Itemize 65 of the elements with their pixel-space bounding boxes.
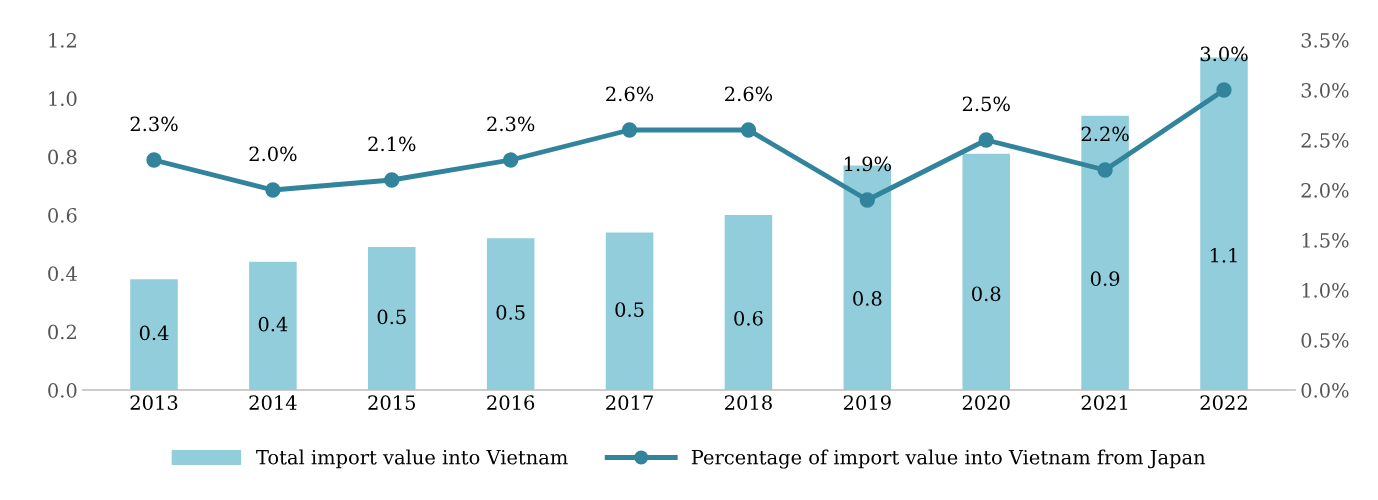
data-label: 1.9% [845, 156, 891, 172]
x-tick-label: 2021 [1081, 395, 1128, 410]
data-label: 0.4 [139, 325, 169, 341]
x-tick-label: 2013 [130, 395, 178, 410]
point [621, 122, 638, 138]
bar [486, 238, 535, 390]
x-tick-label: 2016 [487, 395, 535, 410]
point [740, 122, 757, 138]
bar [249, 261, 297, 390]
bar [724, 215, 773, 390]
data-label: 0.6 [734, 310, 763, 326]
data-label: 2.2% [1081, 126, 1129, 142]
data-label: 0.5 [496, 305, 525, 320]
x-tick-label: 2014 [249, 395, 297, 410]
data-label: 2.5% [962, 96, 1010, 112]
y-tick-label: 0.4 [48, 266, 77, 281]
x-tick-label: 2015 [368, 395, 416, 410]
data-label: 0.5 [377, 309, 406, 325]
y2-tick-label: 1.0% [1302, 282, 1349, 298]
data-label: 0.5 [615, 302, 644, 317]
bar [1081, 115, 1129, 390]
bar [605, 232, 654, 390]
data-label: 0.8 [853, 291, 882, 306]
x-tick-label: 2022 [1200, 395, 1247, 410]
y-tick-label: 0.0 [48, 382, 77, 398]
bar [368, 247, 416, 390]
y2-tick-label: 0.0% [1301, 382, 1349, 398]
data-label: 0.9 [1090, 271, 1120, 286]
data-label: 2.1% [368, 136, 416, 152]
x-tick-label: 2019 [843, 395, 891, 410]
x-tick-label: 2017 [606, 395, 653, 410]
x-tick-label: 2020 [962, 395, 1010, 410]
data-label: 2.0% [249, 146, 297, 162]
legend-label: Total import value into Vietnam [256, 449, 568, 469]
y-tick-label: 0.8 [48, 149, 77, 165]
y2-tick-label: 2.0% [1301, 182, 1349, 198]
y-tick-label: 0.2 [48, 324, 76, 340]
y2-tick-label: 3.0% [1301, 82, 1349, 98]
y2-tick-label: 0.5% [1301, 332, 1349, 348]
x-tick-label: 2018 [725, 395, 772, 410]
data-label: 3.0% [1200, 46, 1248, 62]
point [146, 152, 162, 168]
data-label: 2.6% [606, 86, 654, 102]
data-label: 1.1 [1210, 247, 1237, 263]
point [265, 182, 281, 198]
data-label: 2.3% [130, 116, 178, 132]
point [384, 172, 400, 188]
data-label: 0.4 [258, 316, 288, 332]
data-label: 0.8 [972, 286, 1001, 302]
bar [130, 279, 178, 390]
y-tick-label: 0.6 [48, 207, 77, 223]
y-tick-label: 1.0 [49, 91, 77, 106]
legend-label: Percentage of import value into Vietnam from Japan [691, 449, 1206, 469]
y2-tick-label: 2.5% [1301, 132, 1349, 148]
point [1097, 162, 1113, 178]
y2-tick-label: 1.5% [1302, 232, 1349, 248]
point [859, 192, 875, 208]
y2-tick-label: 3.5% [1301, 32, 1349, 48]
data-label: 2.3% [487, 116, 535, 132]
point [978, 132, 994, 148]
y-tick-label: 1.2 [49, 32, 76, 48]
bar [962, 153, 1010, 390]
point [503, 152, 519, 168]
data-label: 2.6% [725, 86, 773, 102]
point [1216, 82, 1232, 98]
